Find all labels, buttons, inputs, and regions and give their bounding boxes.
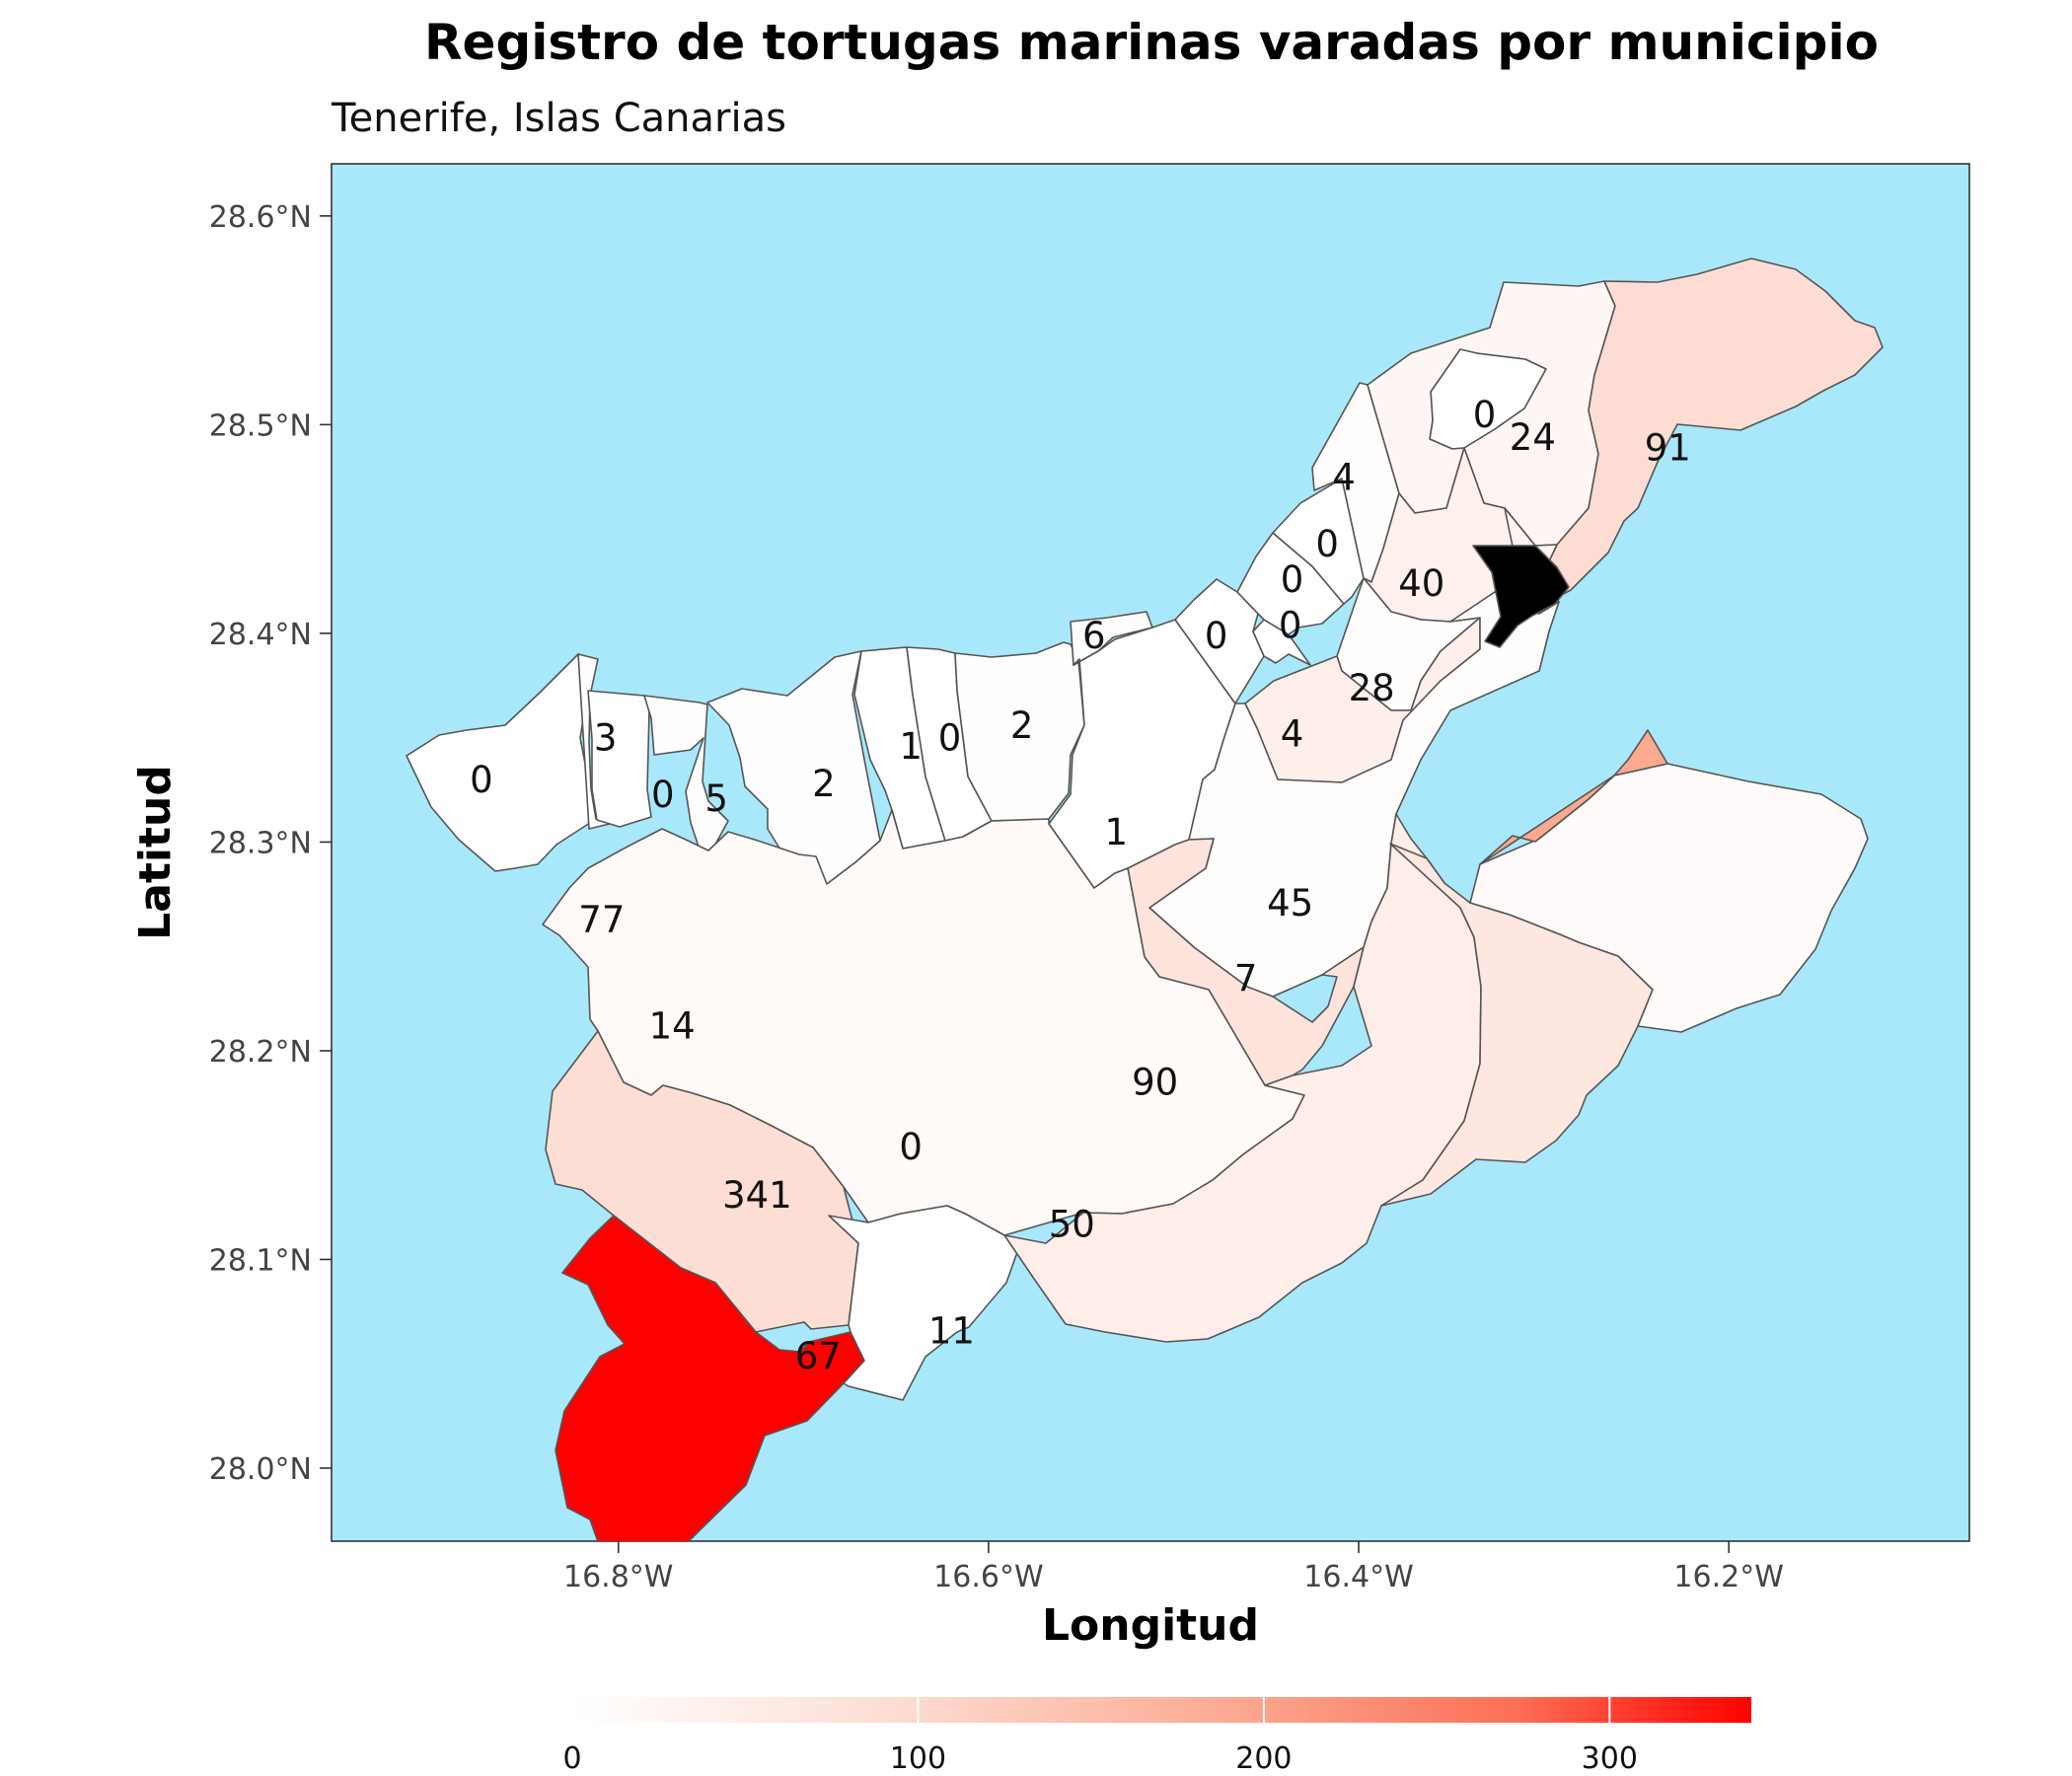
legend-ticks: 0 100 200 300 [562, 1697, 1638, 1776]
municipality-count-label: 0 [470, 759, 493, 801]
municipality-count-label: 11 [928, 1309, 975, 1352]
municipality-count-label: 40 [1398, 562, 1444, 605]
y-tick-label: 28.2°N [209, 1035, 312, 1070]
municipality-region [954, 641, 1085, 822]
municipality-count-label: 3 [594, 717, 618, 760]
x-tick-label: 16.8°W [563, 1560, 673, 1594]
x-tick-label: 16.6°W [933, 1560, 1043, 1594]
municipality-count-label: 1 [1105, 811, 1129, 853]
municipality-count-label: 0 [1473, 394, 1497, 436]
municipality-count-label: 2 [1010, 704, 1034, 747]
municipality-count-label: 2 [812, 763, 836, 805]
y-tick-label: 28.1°N [209, 1243, 312, 1278]
municipality-region [1127, 838, 1365, 1086]
y-tick-label: 28.6°N [209, 200, 312, 235]
legend-tick-label: 100 [890, 1741, 946, 1776]
municipality-count-label: 0 [651, 774, 675, 816]
legend-colorbar [572, 1697, 1751, 1723]
municipality-count-label: 0 [938, 717, 962, 760]
y-tick-label: 28.5°N [209, 408, 312, 443]
municipality-count-label: 50 [1049, 1203, 1095, 1245]
x-axis-title: Longitud [1042, 1600, 1259, 1651]
y-axis-title: Latitud [130, 765, 181, 940]
municipality-count-label: 0 [899, 1126, 923, 1168]
municipality-region [1272, 478, 1365, 605]
color-legend: 0 100 200 300 [562, 1697, 1751, 1776]
municipality-region [1236, 532, 1345, 635]
municipality-count-label: 0 [1205, 615, 1228, 657]
municipality-count-label: 77 [578, 899, 625, 941]
municipality-count-label: 1 [899, 725, 923, 768]
legend-tick-label: 200 [1235, 1741, 1292, 1776]
municipality-region [1479, 729, 1668, 865]
island-tenerife [406, 258, 1884, 1541]
y-tick-label: 28.3°N [209, 826, 312, 860]
municipality-count-label: 90 [1132, 1062, 1178, 1104]
municipality-count-label: 7 [1234, 957, 1258, 999]
municipality-count-label: 14 [649, 1005, 696, 1048]
municipality-count-label: 67 [795, 1335, 842, 1377]
x-tick-label: 16.4°W [1303, 1560, 1413, 1594]
municipality-count-label: 0 [1279, 604, 1302, 646]
y-tick-label: 28.4°N [209, 618, 312, 652]
x-tick-label: 16.2°W [1673, 1560, 1783, 1594]
municipality-count-label: 91 [1645, 427, 1691, 470]
legend-tick-label: 0 [562, 1741, 581, 1776]
chart-title: Registro de tortugas marinas varadas por… [424, 14, 1879, 71]
municipality-count-label: 28 [1349, 667, 1395, 709]
municipality-count-label: 24 [1510, 416, 1556, 459]
y-axis: 28.0°N 28.1°N 28.2°N 28.3°N 28.4°N 28.5°N 28.6… [209, 200, 332, 1487]
municipality-count-label: 45 [1267, 882, 1313, 925]
legend-tick-label: 300 [1582, 1741, 1638, 1776]
municipality-count-label: 0 [1315, 523, 1339, 565]
municipality-region [643, 695, 729, 865]
municipality-count-label: 6 [1082, 615, 1106, 657]
municipality-count-label: 341 [722, 1174, 792, 1217]
municipality-region [1003, 813, 1482, 1343]
municipality-region [828, 1205, 1022, 1401]
x-axis: 16.8°W 16.6°W 16.4°W 16.2°W [563, 1541, 1784, 1594]
y-tick-label: 28.0°N [209, 1452, 312, 1487]
municipality-count-label: 4 [1281, 712, 1304, 755]
municipality-region [1472, 545, 1570, 648]
municipality-count-label: 4 [1332, 456, 1356, 498]
municipality-count-label: 5 [704, 777, 728, 820]
municipality-region [1538, 258, 1884, 603]
chart-subtitle: Tenerife, Islas Canarias [331, 96, 786, 141]
municipality-region [555, 1215, 865, 1541]
municipality-count-label: 0 [1281, 558, 1304, 601]
